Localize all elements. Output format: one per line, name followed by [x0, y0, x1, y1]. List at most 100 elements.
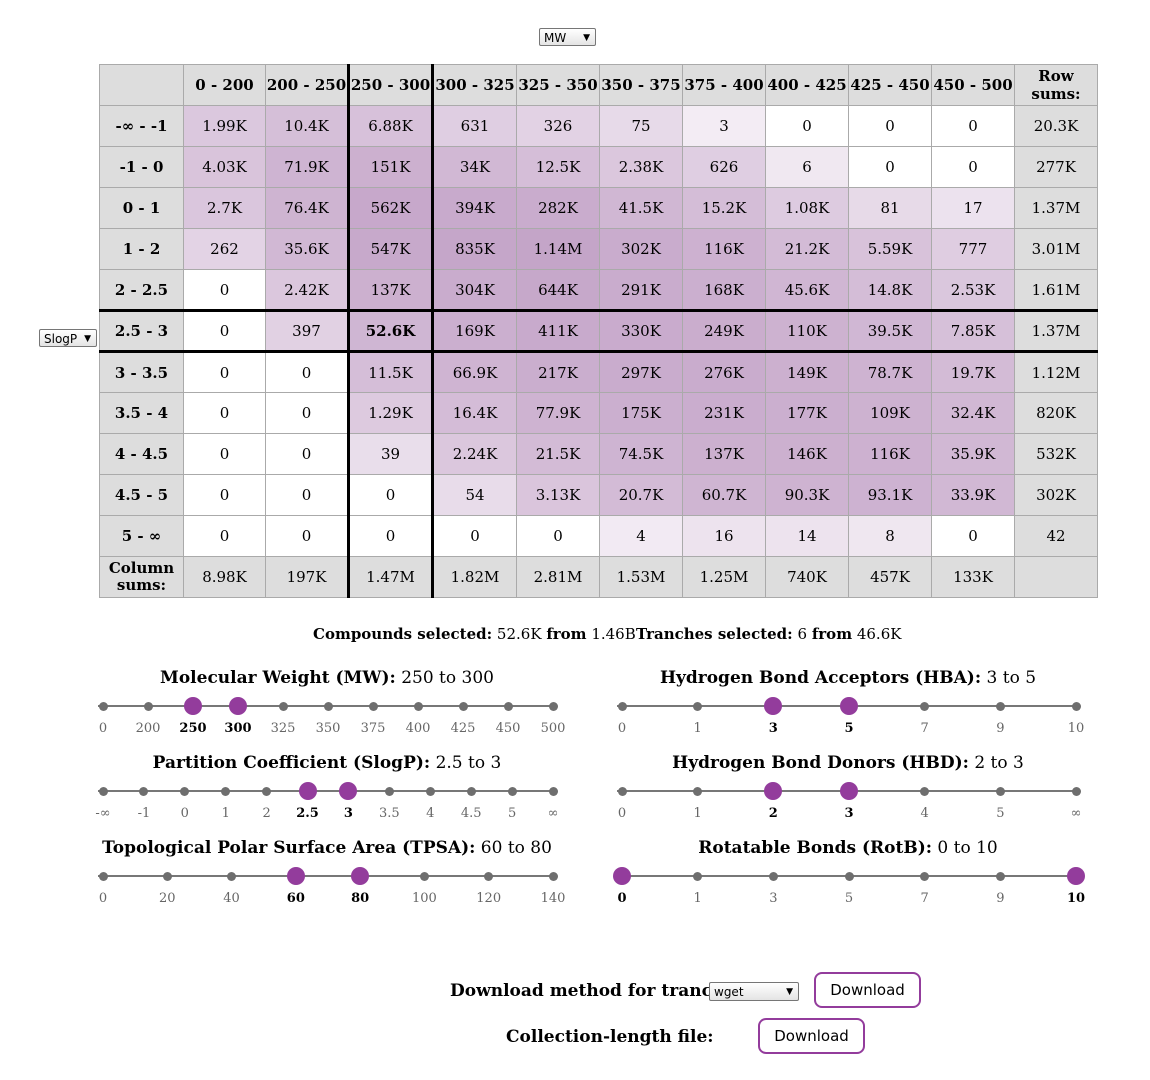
slider-tick[interactable] — [466, 786, 476, 796]
slider-tick[interactable] — [768, 871, 778, 881]
tranche-cell[interactable]: 626 — [682, 146, 766, 188]
tranche-cell[interactable]: 0 — [931, 105, 1015, 147]
slider-tick[interactable] — [503, 701, 513, 711]
column-header[interactable]: 200 - 250 — [265, 64, 349, 106]
tranche-cell[interactable]: 1.14M — [516, 228, 600, 270]
slider-tick[interactable] — [617, 786, 627, 796]
tranche-cell[interactable]: 0 — [516, 515, 600, 557]
row-header[interactable]: 1 - 2 — [99, 228, 184, 270]
slider-handle-max[interactable] — [229, 697, 247, 715]
slider-tick[interactable] — [425, 786, 435, 796]
tranche-cell[interactable]: 302K — [599, 228, 683, 270]
slider-tick[interactable] — [548, 871, 558, 881]
column-header[interactable]: 425 - 450 — [848, 64, 932, 106]
tranche-cell-selected[interactable]: 52.6K — [347, 309, 434, 353]
tranche-cell[interactable]: 17 — [931, 187, 1015, 229]
tranche-cell[interactable]: 146K — [765, 433, 849, 475]
slider-tick[interactable] — [262, 786, 272, 796]
tranche-cell[interactable]: 39 — [347, 433, 434, 475]
column-header[interactable]: 450 - 500 — [931, 64, 1015, 106]
tranche-cell[interactable]: 3 — [682, 105, 766, 147]
tranche-cell[interactable]: 0 — [765, 105, 849, 147]
slider-tick[interactable] — [920, 786, 930, 796]
tranche-cell[interactable]: 7.85K — [931, 309, 1015, 353]
tranche-cell[interactable]: 93.1K — [848, 474, 932, 516]
tranche-cell[interactable]: 5.59K — [848, 228, 932, 270]
slider-tick[interactable] — [180, 786, 190, 796]
slider-tick[interactable] — [384, 786, 394, 796]
row-header[interactable]: 3.5 - 4 — [99, 392, 184, 434]
slider-tick[interactable] — [844, 871, 854, 881]
column-header[interactable]: 300 - 325 — [432, 64, 517, 106]
tranche-cell[interactable]: 177K — [765, 392, 849, 434]
slider-tick[interactable] — [278, 701, 288, 711]
tranche-cell[interactable]: 0 — [265, 351, 349, 393]
slider-tick[interactable] — [693, 786, 703, 796]
tranche-cell[interactable]: 0 — [347, 474, 434, 516]
slider-tick[interactable] — [693, 871, 703, 881]
slider-handle-max[interactable] — [351, 867, 370, 885]
slider-tick[interactable] — [162, 871, 172, 881]
tranche-cell[interactable]: 32.4K — [931, 392, 1015, 434]
tranche-cell[interactable]: 330K — [599, 309, 683, 353]
tranche-cell[interactable]: 0 — [265, 474, 349, 516]
download-method-select[interactable]: wget ▼ — [709, 982, 799, 1001]
column-header[interactable]: 400 - 425 — [765, 64, 849, 106]
tranche-cell[interactable]: 0 — [183, 351, 266, 393]
tranche-cell[interactable]: 0 — [183, 392, 266, 434]
tranche-cell[interactable]: 77.9K — [516, 392, 600, 434]
tranche-cell[interactable]: 35.6K — [265, 228, 349, 270]
slider-handle-min[interactable] — [764, 697, 783, 715]
tranche-cell[interactable]: 394K — [432, 187, 517, 229]
tranche-cell[interactable]: 137K — [682, 433, 766, 475]
tranche-cell[interactable]: 562K — [347, 187, 434, 229]
tranche-cell[interactable]: 777 — [931, 228, 1015, 270]
tranche-cell[interactable]: 0 — [931, 146, 1015, 188]
tranche-cell[interactable]: 19.7K — [931, 351, 1015, 393]
tranche-cell[interactable]: 0 — [347, 515, 434, 557]
tranche-cell[interactable]: 2.38K — [599, 146, 683, 188]
tranche-cell[interactable]: 0 — [265, 433, 349, 475]
row-header[interactable]: -1 - 0 — [99, 146, 184, 188]
tranche-cell[interactable]: 66.9K — [432, 351, 517, 393]
slider-tick[interactable] — [413, 701, 423, 711]
download-collection-button[interactable]: Download — [758, 1018, 865, 1054]
tranche-cell[interactable]: 411K — [516, 309, 600, 353]
tranche-cell[interactable]: 297K — [599, 351, 683, 393]
tranche-cell[interactable]: 282K — [516, 187, 600, 229]
slider-tick[interactable] — [98, 786, 108, 796]
tranche-cell[interactable]: 2.7K — [183, 187, 266, 229]
tranche-cell[interactable]: 169K — [432, 309, 517, 353]
slider-tick[interactable] — [548, 786, 558, 796]
slider-tick[interactable] — [419, 871, 429, 881]
slider-handle-max[interactable] — [840, 782, 858, 800]
row-header[interactable]: 3 - 3.5 — [99, 351, 184, 393]
tranche-cell[interactable]: 33.9K — [931, 474, 1015, 516]
slider-tick[interactable] — [227, 871, 237, 881]
tranche-cell[interactable]: 835K — [432, 228, 517, 270]
tranche-cell[interactable]: 304K — [432, 269, 517, 311]
tranche-cell[interactable]: 0 — [848, 105, 932, 147]
slider-tick[interactable] — [98, 701, 108, 711]
tranche-cell[interactable]: 21.5K — [516, 433, 600, 475]
slider-tick[interactable] — [995, 871, 1005, 881]
tranche-cell[interactable]: 3.13K — [516, 474, 600, 516]
column-header[interactable]: 375 - 400 — [682, 64, 766, 106]
row-header[interactable]: 2 - 2.5 — [99, 269, 184, 311]
slider-handle-min[interactable] — [298, 782, 317, 800]
tranche-cell[interactable]: 2.53K — [931, 269, 1015, 311]
slider-tick[interactable] — [548, 701, 558, 711]
tranche-cell[interactable]: 11.5K — [347, 351, 434, 393]
slider-tick[interactable] — [617, 701, 627, 711]
tranche-cell[interactable]: 35.9K — [931, 433, 1015, 475]
slider-tick[interactable] — [507, 786, 517, 796]
tranche-cell[interactable]: 168K — [682, 269, 766, 311]
tranche-cell[interactable]: 149K — [765, 351, 849, 393]
tranche-cell[interactable]: 75 — [599, 105, 683, 147]
tranche-cell[interactable]: 39.5K — [848, 309, 932, 353]
tranche-cell[interactable]: 71.9K — [265, 146, 349, 188]
slider-handle-max[interactable] — [1067, 867, 1085, 885]
row-header[interactable]: 4 - 4.5 — [99, 433, 184, 475]
tranche-cell[interactable]: 326 — [516, 105, 600, 147]
tranche-cell[interactable]: 74.5K — [599, 433, 683, 475]
